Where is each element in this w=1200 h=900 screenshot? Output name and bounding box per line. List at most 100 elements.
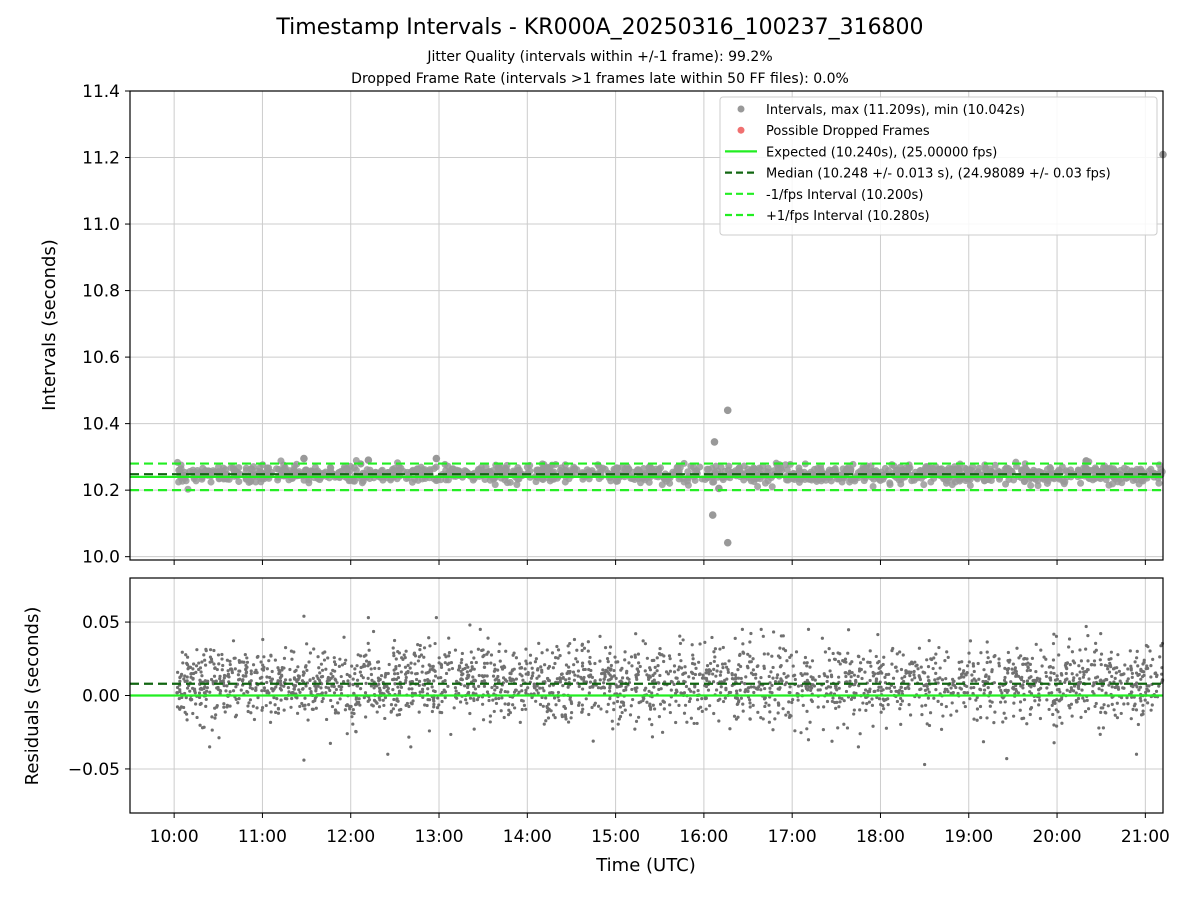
residual-point — [364, 681, 368, 686]
residual-point — [1025, 669, 1029, 673]
residual-point — [493, 667, 497, 671]
interval-point — [352, 466, 360, 474]
residual-point — [392, 697, 396, 702]
residual-point — [963, 704, 967, 709]
residual-point — [768, 710, 772, 714]
residual-point — [540, 695, 544, 700]
residual-point — [314, 706, 318, 710]
residual-point — [581, 687, 585, 691]
residual-point — [771, 665, 775, 670]
residual-point — [489, 653, 494, 657]
residual-point — [579, 675, 583, 679]
residual-point — [1114, 671, 1118, 675]
residual-point — [364, 659, 369, 663]
residual-point — [927, 690, 931, 694]
residual-point — [468, 711, 472, 716]
residual-point — [1068, 689, 1072, 694]
residual-point — [392, 651, 396, 655]
residual-point — [918, 687, 922, 692]
residual-point — [409, 661, 413, 665]
residual-point — [474, 660, 478, 665]
residual-point — [566, 644, 570, 648]
residual-point — [287, 690, 291, 694]
residual-point — [295, 680, 299, 684]
interval-point — [1027, 482, 1035, 490]
residual-point — [416, 659, 421, 663]
residual-point — [1030, 656, 1035, 660]
residual-point — [473, 687, 478, 691]
residual-point — [1128, 649, 1132, 653]
residual-point — [751, 703, 755, 707]
residual-point — [567, 677, 571, 681]
residual-point — [756, 710, 760, 714]
residual-point — [962, 690, 966, 695]
residual-point — [215, 705, 219, 709]
residual-point — [683, 703, 688, 707]
residual-point — [768, 686, 772, 690]
residual-point — [759, 716, 763, 720]
residual-point — [199, 701, 203, 706]
residual-point — [946, 655, 950, 659]
residual-point — [788, 655, 792, 659]
residual-point — [748, 717, 752, 721]
residual-point — [769, 670, 773, 674]
residual-point — [714, 674, 718, 678]
residual-point — [1129, 668, 1133, 672]
residual-point — [793, 673, 797, 677]
residual-point — [1085, 698, 1089, 702]
residual-point — [588, 655, 592, 660]
residual-point — [198, 678, 202, 682]
residual-point — [707, 670, 711, 674]
residual-point — [422, 655, 426, 659]
residual-point — [778, 665, 783, 669]
residual-outlier-point — [1134, 752, 1139, 756]
residual-point — [783, 649, 788, 653]
residual-point — [1076, 681, 1080, 685]
residual-point — [225, 705, 229, 709]
residual-point — [976, 661, 980, 666]
interval-point — [433, 474, 441, 482]
residual-point — [1071, 659, 1075, 663]
residual-point — [332, 656, 336, 660]
residual-point — [972, 669, 976, 674]
legend-dot-marker — [737, 126, 745, 134]
residual-point — [519, 665, 524, 670]
residual-point — [561, 675, 565, 680]
residual-point — [1097, 726, 1101, 730]
residual-point — [391, 646, 395, 650]
residual-point — [548, 691, 552, 695]
x-tick-label: 14:00 — [503, 827, 552, 847]
residual-point — [269, 710, 273, 714]
residual-point — [843, 671, 847, 675]
residual-point — [1052, 723, 1056, 727]
residual-point — [653, 665, 657, 670]
residual-point — [255, 670, 259, 675]
residual-point — [1112, 708, 1116, 712]
residual-point — [997, 657, 1001, 661]
residual-point — [520, 707, 524, 712]
residual-point — [704, 668, 709, 672]
residual-point — [366, 699, 370, 703]
residual-point — [890, 662, 894, 666]
residual-point — [393, 682, 397, 686]
residual-point — [502, 715, 506, 720]
residual-point — [228, 690, 232, 694]
residual-point — [681, 638, 685, 642]
residual-point — [613, 655, 617, 659]
residual-point — [555, 644, 559, 649]
residual-point — [741, 702, 745, 706]
interval-point — [1023, 466, 1031, 474]
residual-point — [1039, 648, 1043, 652]
residual-point — [432, 679, 436, 683]
residual-point — [852, 712, 856, 716]
residual-point — [276, 666, 280, 670]
residual-point — [964, 673, 968, 677]
residual-point — [596, 704, 601, 708]
residual-point — [457, 691, 461, 696]
residual-point — [625, 669, 629, 673]
residual-point — [394, 703, 398, 707]
x-axis-label: Time (UTC) — [595, 855, 696, 876]
interval-point — [843, 465, 851, 473]
residual-point — [895, 669, 899, 673]
intervals-y-tick-label: 10.0 — [82, 548, 120, 568]
